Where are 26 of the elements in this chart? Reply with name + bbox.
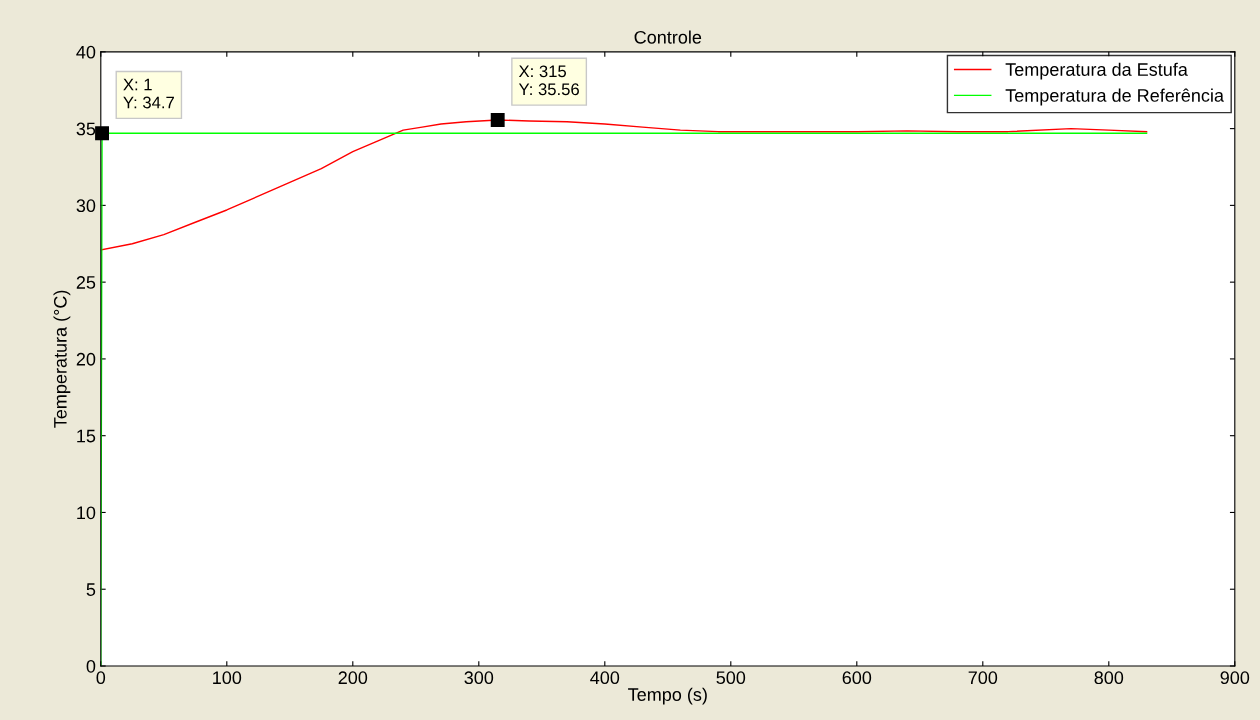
y-tick-label: 15	[77, 429, 96, 443]
y-tick-label: 30	[76, 199, 96, 213]
y-tick-label: 10	[77, 506, 96, 520]
x-tick-label: 200	[338, 671, 368, 685]
x-tick-label: 700	[968, 671, 998, 685]
x-tick-label: 0	[96, 671, 106, 685]
x-tick-label: 900	[1220, 671, 1250, 685]
y-axis-title: Temperatura (°C)	[53, 290, 71, 428]
annotation: X: 315 Y: 35.56	[518, 65, 579, 96]
y-tick-label: 5	[86, 583, 96, 596]
x-tick-label: 400	[590, 671, 620, 685]
y-tick-label: 0	[86, 659, 96, 673]
legend-label: Temperatura de Referência	[1005, 88, 1224, 106]
x-tick-label: 600	[842, 671, 872, 685]
y-tick-label: 40	[76, 45, 96, 59]
y-tick-label: 25	[76, 276, 96, 289]
legend-label: Temperatura da Estufa	[1005, 62, 1188, 80]
y-tick-label: 35	[76, 122, 96, 136]
chart-title: Controle	[634, 30, 702, 44]
x-axis-title: Tempo (s)	[628, 687, 707, 705]
x-tick-label: 300	[464, 671, 494, 685]
x-tick-label: 500	[716, 671, 746, 685]
annotation: X: 1 Y: 34.7	[123, 78, 174, 109]
y-tick-label: 20	[76, 352, 96, 366]
x-tick-label: 100	[213, 671, 242, 685]
x-tick-label: 800	[1094, 671, 1124, 685]
